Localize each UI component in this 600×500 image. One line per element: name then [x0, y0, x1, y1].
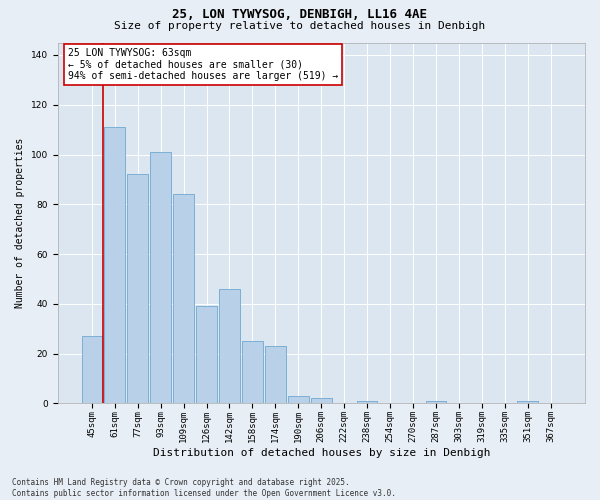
Bar: [357, 401, 377, 404]
Text: 25 LON TYWYSOG: 63sqm
← 5% of detached houses are smaller (30)
94% of semi-detac: 25 LON TYWYSOG: 63sqm ← 5% of detached h…: [68, 48, 338, 81]
Bar: [127, 174, 148, 404]
Y-axis label: Number of detached properties: Number of detached properties: [15, 138, 25, 308]
Bar: [104, 127, 125, 404]
Bar: [265, 346, 286, 404]
Bar: [288, 396, 308, 404]
Bar: [425, 401, 446, 404]
Text: Size of property relative to detached houses in Denbigh: Size of property relative to detached ho…: [115, 21, 485, 31]
Bar: [196, 306, 217, 404]
Bar: [82, 336, 102, 404]
Bar: [311, 398, 332, 404]
Text: Contains HM Land Registry data © Crown copyright and database right 2025.
Contai: Contains HM Land Registry data © Crown c…: [12, 478, 396, 498]
Bar: [151, 152, 171, 404]
X-axis label: Distribution of detached houses by size in Denbigh: Distribution of detached houses by size …: [152, 448, 490, 458]
Bar: [242, 341, 263, 404]
Bar: [173, 194, 194, 404]
Text: 25, LON TYWYSOG, DENBIGH, LL16 4AE: 25, LON TYWYSOG, DENBIGH, LL16 4AE: [173, 8, 427, 20]
Bar: [517, 401, 538, 404]
Bar: [219, 289, 240, 404]
